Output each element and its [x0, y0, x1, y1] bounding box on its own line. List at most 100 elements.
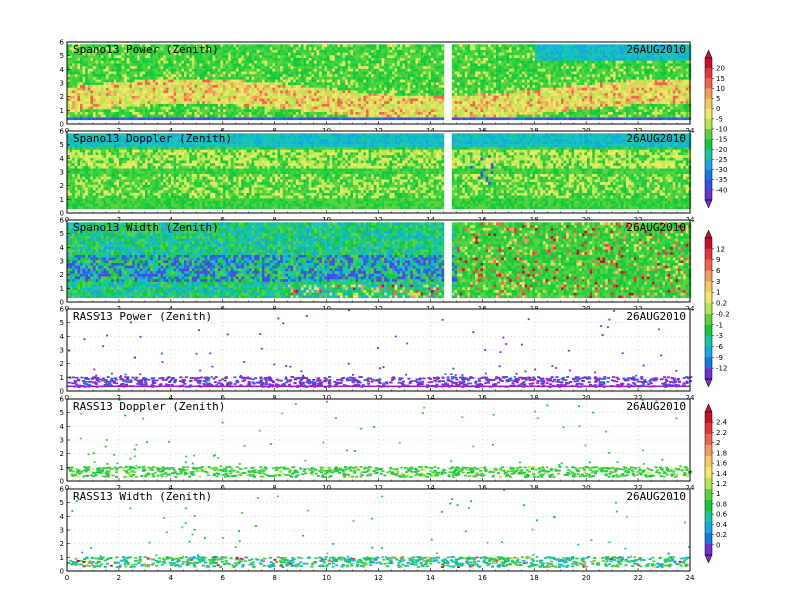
heatmap-cell	[161, 71, 164, 74]
heatmap-cell	[166, 74, 169, 77]
heatmap-cell	[452, 112, 455, 115]
heatmap-cell	[288, 82, 291, 85]
heatmap-cell	[254, 47, 257, 50]
heatmap-cell	[436, 93, 439, 96]
heatmap-cell	[293, 61, 296, 64]
heatmap-cell	[361, 96, 364, 99]
heatmap-cell	[132, 82, 135, 85]
heatmap-cell	[452, 58, 455, 61]
heatmap-cell	[335, 74, 338, 77]
heatmap-cell	[218, 98, 221, 101]
heatmap-cell	[200, 82, 203, 85]
heatmap-cell	[467, 58, 470, 61]
heatmap-cell	[322, 79, 325, 82]
heatmap-cell	[309, 66, 312, 69]
heatmap-cell	[522, 112, 525, 115]
heatmap-cell	[504, 55, 507, 58]
heatmap-cell	[426, 85, 429, 88]
heatmap-cell	[311, 82, 314, 85]
heatmap-cell	[462, 98, 465, 101]
heatmap-cell	[374, 115, 377, 118]
heatmap-cell	[296, 106, 299, 109]
heatmap-cell	[246, 98, 249, 101]
heatmap-cell	[106, 58, 109, 61]
heatmap-cell	[137, 117, 140, 120]
heatmap-cell	[70, 90, 73, 93]
heatmap-cell	[296, 93, 299, 96]
heatmap-cell	[197, 98, 200, 101]
heatmap-cell	[428, 96, 431, 99]
heatmap-cell	[332, 117, 335, 120]
heatmap-cell	[322, 61, 325, 64]
heatmap-cell	[340, 106, 343, 109]
heatmap-cell	[324, 93, 327, 96]
heatmap-cell	[137, 63, 140, 66]
heatmap-cell	[101, 104, 104, 107]
heatmap-cell	[140, 69, 143, 72]
heatmap-cell	[207, 90, 210, 93]
heatmap-cell	[314, 79, 317, 82]
heatmap-cell	[408, 104, 411, 107]
heatmap-cell	[210, 74, 213, 77]
heatmap-cell	[428, 74, 431, 77]
heatmap-cell	[452, 90, 455, 93]
heatmap-cell	[366, 82, 369, 85]
heatmap-cell	[418, 69, 421, 72]
heatmap-cell	[194, 85, 197, 88]
heatmap-cell	[405, 115, 408, 118]
heatmap-cell	[142, 79, 145, 82]
heatmap-cell	[527, 104, 530, 107]
heatmap-cell	[353, 117, 356, 120]
heatmap-cell	[504, 66, 507, 69]
heatmap-cell	[226, 88, 229, 91]
heatmap-cell	[226, 104, 229, 107]
heatmap-cell	[410, 112, 413, 115]
heatmap-cell	[462, 50, 465, 53]
heatmap-cell	[98, 66, 101, 69]
heatmap-cell	[361, 117, 364, 120]
heatmap-cell	[395, 90, 398, 93]
heatmap-cell	[124, 82, 127, 85]
heatmap-cell	[496, 117, 499, 120]
heatmap-cell	[405, 109, 408, 112]
heatmap-cell	[384, 90, 387, 93]
heatmap-cell	[522, 44, 525, 47]
heatmap-cell	[267, 47, 270, 50]
heatmap-cell	[80, 115, 83, 118]
heatmap-cell	[176, 90, 179, 93]
heatmap-cell	[153, 79, 156, 82]
heatmap-cell	[514, 44, 517, 47]
heatmap-cell	[493, 88, 496, 91]
heatmap-cell	[512, 88, 515, 91]
heatmap-cell	[246, 90, 249, 93]
heatmap-cell	[470, 90, 473, 93]
heatmap-cell	[311, 109, 314, 112]
heatmap-cell	[150, 66, 153, 69]
heatmap-cell	[205, 112, 208, 115]
heatmap-cell	[431, 63, 434, 66]
heatmap-cell	[166, 88, 169, 91]
heatmap-cell	[462, 63, 465, 66]
heatmap-cell	[145, 109, 148, 112]
heatmap-cell	[301, 63, 304, 66]
heatmap-cell	[184, 71, 187, 74]
heatmap-cell	[135, 74, 138, 77]
heatmap-cell	[309, 109, 312, 112]
heatmap-cell	[298, 66, 301, 69]
heatmap-cell	[402, 117, 405, 120]
heatmap-cell	[330, 112, 333, 115]
heatmap-cell	[122, 93, 125, 96]
heatmap-cell	[493, 112, 496, 115]
heatmap-cell	[106, 79, 109, 82]
heatmap-cell	[80, 117, 83, 120]
heatmap-cell	[220, 104, 223, 107]
heatmap-cell	[236, 112, 239, 115]
heatmap-cell	[337, 77, 340, 80]
heatmap-cell	[205, 82, 208, 85]
heatmap-cell	[530, 44, 533, 47]
heatmap-cell	[522, 101, 525, 104]
heatmap-cell	[501, 117, 504, 120]
heatmap-cell	[90, 109, 93, 112]
heatmap-cell	[304, 44, 307, 47]
heatmap-cell	[348, 90, 351, 93]
